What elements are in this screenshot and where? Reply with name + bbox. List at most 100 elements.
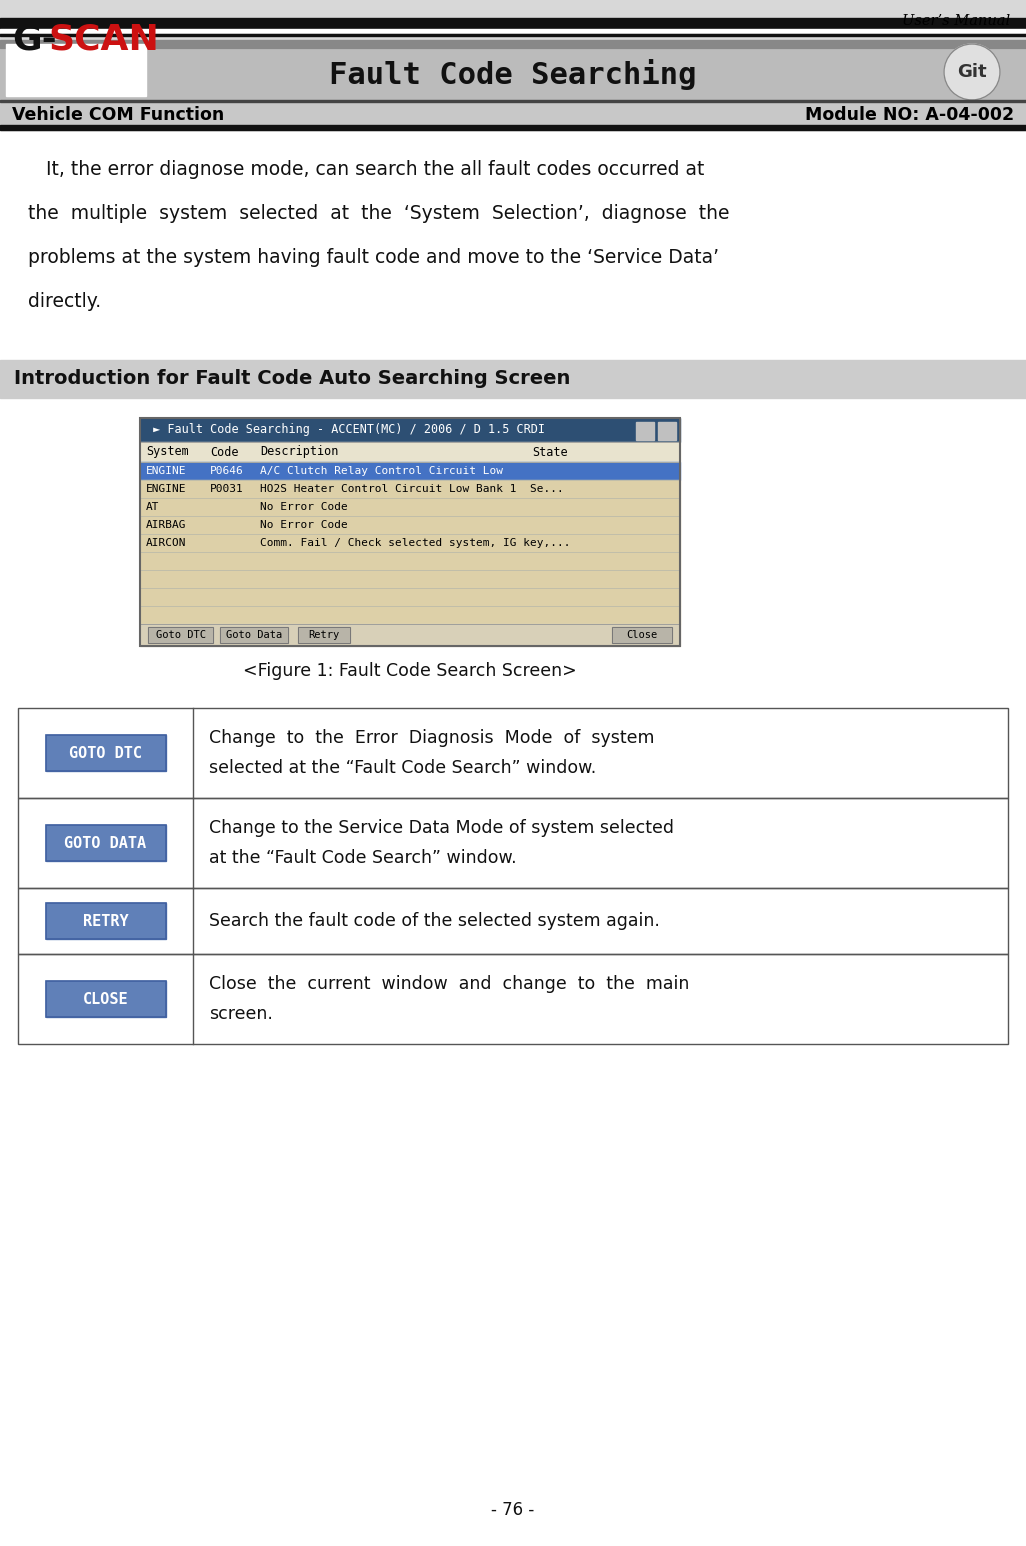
Bar: [0, 102, 1026, 128]
Bar: [0, 127, 1026, 128]
Text: AIRCON: AIRCON: [146, 538, 187, 547]
Text: AIRBAG: AIRBAG: [146, 519, 187, 530]
Bar: [18, 887, 1008, 954]
Bar: [140, 606, 680, 625]
Bar: [140, 498, 680, 516]
Text: It, the error diagnose mode, can search the all fault codes occurred at: It, the error diagnose mode, can search …: [28, 159, 705, 179]
Bar: [18, 954, 193, 1044]
Text: No Error Code: No Error Code: [260, 519, 348, 530]
Bar: [45, 826, 165, 861]
Bar: [140, 533, 680, 552]
Text: Close: Close: [627, 631, 658, 640]
Bar: [18, 954, 1008, 1044]
Text: Search the fault code of the selected system again.: Search the fault code of the selected sy…: [209, 912, 660, 931]
Text: CLOSE: CLOSE: [83, 991, 128, 1006]
Bar: [298, 628, 350, 643]
Bar: [45, 982, 165, 1017]
Bar: [140, 552, 680, 570]
Bar: [140, 533, 680, 552]
Bar: [140, 625, 680, 646]
Text: No Error Code: No Error Code: [260, 502, 348, 512]
Bar: [45, 903, 165, 938]
Bar: [0, 100, 1026, 102]
Bar: [611, 628, 672, 643]
Bar: [140, 417, 680, 646]
Text: Close  the  current  window  and  change  to  the  main
screen.: Close the current window and change to t…: [209, 976, 689, 1022]
Text: SCAN: SCAN: [48, 22, 159, 56]
Bar: [0, 34, 1026, 36]
Text: GOTO DTC: GOTO DTC: [69, 745, 142, 761]
Bar: [45, 734, 165, 771]
Bar: [0, 43, 1026, 100]
Text: Comm. Fail / Check selected system, IG key,...: Comm. Fail / Check selected system, IG k…: [260, 538, 570, 547]
Bar: [140, 462, 680, 479]
Bar: [140, 479, 680, 498]
Bar: [140, 552, 680, 570]
Text: System: System: [146, 445, 189, 459]
Text: P0031: P0031: [210, 484, 244, 495]
Text: ENGINE: ENGINE: [146, 484, 187, 495]
Text: Fault Code Searching: Fault Code Searching: [329, 59, 697, 90]
Bar: [140, 587, 680, 606]
Bar: [140, 462, 680, 479]
Bar: [0, 125, 1026, 130]
Text: RETRY: RETRY: [83, 914, 128, 929]
Bar: [140, 625, 680, 646]
Text: Code: Code: [210, 445, 238, 459]
Text: A/C Clutch Relay Control Circuit Low: A/C Clutch Relay Control Circuit Low: [260, 465, 503, 476]
Text: <Figure 1: Fault Code Search Screen>: <Figure 1: Fault Code Search Screen>: [243, 662, 577, 680]
Text: Goto DTC: Goto DTC: [156, 631, 205, 640]
Circle shape: [944, 43, 1000, 100]
Bar: [18, 708, 193, 798]
Bar: [6, 43, 146, 96]
Text: the  multiple  system  selected  at  the  ‘System  Selection’,  diagnose  the: the multiple system selected at the ‘Sys…: [28, 204, 729, 223]
Text: Goto Data: Goto Data: [226, 631, 282, 640]
Text: State: State: [532, 445, 567, 459]
Text: Description: Description: [260, 445, 339, 459]
Text: GOTO DATA: GOTO DATA: [65, 835, 147, 850]
Text: problems at the system having fault code and move to the ‘Service Data’: problems at the system having fault code…: [28, 247, 719, 267]
Bar: [18, 887, 193, 954]
Bar: [140, 570, 680, 587]
Bar: [140, 479, 680, 498]
Text: directly.: directly.: [28, 292, 102, 311]
Bar: [148, 628, 213, 643]
Text: User’s Manual: User’s Manual: [902, 14, 1010, 28]
Bar: [0, 19, 1026, 28]
Bar: [220, 628, 288, 643]
Bar: [18, 798, 193, 887]
Bar: [140, 587, 680, 606]
Bar: [140, 606, 680, 625]
Bar: [0, 0, 1026, 48]
Text: Module NO: A-04-002: Module NO: A-04-002: [804, 107, 1014, 124]
Text: P0646: P0646: [210, 465, 244, 476]
Text: Git: Git: [957, 63, 987, 80]
Bar: [148, 628, 213, 643]
Bar: [611, 628, 672, 643]
Text: Retry: Retry: [309, 631, 340, 640]
Bar: [0, 360, 1026, 397]
Bar: [140, 442, 680, 462]
Bar: [140, 498, 680, 516]
Bar: [45, 734, 165, 771]
Text: Change to the Service Data Mode of system selected
at the “Fault Code Search” wi: Change to the Service Data Mode of syste…: [209, 819, 674, 867]
Text: AT: AT: [146, 502, 159, 512]
Text: Change  to  the  Error  Diagnosis  Mode  of  system
selected at the “Fault Code : Change to the Error Diagnosis Mode of sy…: [209, 730, 655, 776]
Bar: [18, 798, 1008, 887]
Bar: [140, 417, 680, 442]
Text: - 76 -: - 76 -: [491, 1501, 535, 1520]
Bar: [0, 40, 1026, 48]
Bar: [45, 826, 165, 861]
Text: G-: G-: [12, 22, 56, 56]
Text: ENGINE: ENGINE: [146, 465, 187, 476]
Bar: [220, 628, 288, 643]
Text: HO2S Heater Control Circuit Low Bank 1  Se...: HO2S Heater Control Circuit Low Bank 1 S…: [260, 484, 563, 495]
Bar: [658, 422, 676, 441]
Bar: [140, 516, 680, 533]
Bar: [0, 128, 1026, 130]
Bar: [140, 570, 680, 587]
Bar: [18, 708, 1008, 798]
Bar: [140, 442, 680, 462]
Bar: [140, 516, 680, 533]
Text: Vehicle COM Function: Vehicle COM Function: [12, 107, 225, 124]
